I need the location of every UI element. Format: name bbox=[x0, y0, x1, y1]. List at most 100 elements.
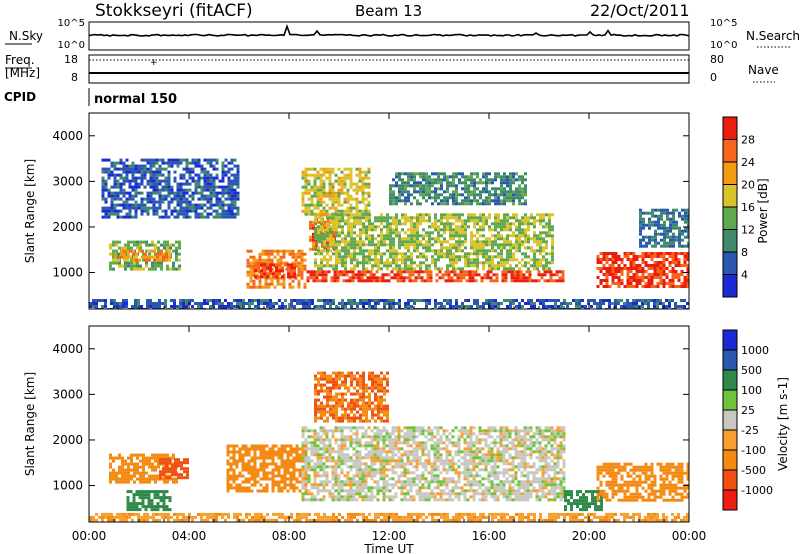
data-cell bbox=[150, 255, 153, 259]
data-cell bbox=[232, 456, 236, 460]
data-cell bbox=[131, 305, 134, 308]
data-cell bbox=[250, 456, 254, 460]
data-cell bbox=[203, 188, 207, 192]
data-cell bbox=[101, 170, 105, 174]
data-cell bbox=[428, 216, 431, 220]
data-cell bbox=[325, 435, 329, 439]
data-cell bbox=[548, 225, 551, 229]
data-cell bbox=[422, 216, 425, 220]
data-cell bbox=[650, 252, 654, 255]
data-cell bbox=[316, 444, 320, 448]
data-cell bbox=[539, 216, 542, 220]
data-cell bbox=[329, 299, 332, 302]
data-cell bbox=[380, 255, 383, 259]
data-cell bbox=[163, 240, 166, 244]
data-cell bbox=[277, 471, 281, 475]
data-cell bbox=[375, 279, 379, 283]
data-cell bbox=[356, 258, 359, 262]
data-cell bbox=[395, 219, 398, 223]
data-cell bbox=[416, 181, 419, 185]
data-cell bbox=[113, 203, 117, 207]
data-cell bbox=[467, 225, 470, 229]
data-cell bbox=[145, 264, 148, 268]
data-cell bbox=[290, 269, 293, 273]
data-cell bbox=[437, 193, 440, 197]
data-cell bbox=[349, 173, 353, 177]
data-cell bbox=[452, 243, 455, 247]
data-cell bbox=[404, 302, 407, 305]
data-cell bbox=[331, 456, 335, 460]
data-cell bbox=[456, 279, 460, 283]
data-cell bbox=[238, 471, 242, 475]
data-cell bbox=[300, 270, 304, 274]
data-cell bbox=[242, 305, 245, 308]
data-cell bbox=[401, 267, 404, 271]
data-cell bbox=[470, 181, 473, 185]
data-cell bbox=[303, 264, 307, 268]
data-cell bbox=[539, 237, 542, 241]
data-cell bbox=[355, 188, 359, 192]
data-cell bbox=[310, 447, 314, 451]
data-cell bbox=[109, 471, 112, 475]
data-cell bbox=[411, 279, 415, 283]
data-cell bbox=[334, 200, 338, 204]
data-cell bbox=[143, 209, 147, 213]
data-cell bbox=[654, 223, 657, 227]
data-cell bbox=[107, 206, 111, 210]
data-cell bbox=[480, 276, 484, 280]
data-cell bbox=[492, 279, 496, 283]
data-cell bbox=[307, 468, 311, 472]
data-cell bbox=[461, 199, 464, 203]
data-cell bbox=[476, 202, 479, 206]
data-cell bbox=[120, 249, 123, 253]
data-cell bbox=[449, 246, 452, 250]
data-cell bbox=[154, 468, 157, 472]
data-cell bbox=[602, 252, 606, 255]
data-cell bbox=[125, 164, 129, 168]
data-cell bbox=[641, 273, 645, 276]
data-cell bbox=[149, 161, 153, 165]
data-cell bbox=[638, 255, 642, 258]
data-cell bbox=[343, 179, 347, 183]
data-cell bbox=[515, 213, 518, 217]
data-cell bbox=[182, 200, 186, 204]
data-cell bbox=[146, 170, 150, 174]
data-cell bbox=[611, 264, 615, 267]
data-cell bbox=[226, 480, 230, 484]
data-cell bbox=[161, 215, 165, 219]
data-cell bbox=[215, 158, 219, 162]
data-cell bbox=[513, 273, 517, 277]
data-cell bbox=[328, 194, 332, 198]
data-cell bbox=[121, 468, 124, 472]
data-cell bbox=[524, 172, 527, 176]
data-cell bbox=[118, 456, 121, 460]
data-cell bbox=[476, 258, 479, 262]
data-cell bbox=[191, 191, 195, 195]
data-cell bbox=[238, 486, 242, 490]
data-cell bbox=[464, 187, 467, 191]
data-cell bbox=[333, 273, 337, 277]
data-cell bbox=[614, 299, 617, 302]
data-cell bbox=[151, 456, 154, 460]
data-cell bbox=[257, 275, 260, 279]
data-cell bbox=[312, 241, 315, 245]
data-cell bbox=[319, 483, 323, 487]
data-cell bbox=[461, 172, 464, 176]
data-cell bbox=[286, 468, 290, 472]
data-cell bbox=[392, 178, 395, 182]
data-cell bbox=[575, 302, 578, 305]
data-cell bbox=[232, 486, 236, 490]
data-cell bbox=[221, 200, 225, 204]
data-cell bbox=[112, 258, 115, 262]
data-cell bbox=[294, 255, 298, 259]
data-cell bbox=[410, 178, 413, 182]
data-cell bbox=[152, 176, 156, 180]
data-cell bbox=[114, 255, 117, 259]
data-cell bbox=[446, 264, 449, 268]
data-cell bbox=[150, 502, 154, 506]
data-cell bbox=[530, 216, 533, 220]
data-cell bbox=[145, 456, 148, 460]
data-cell bbox=[282, 252, 286, 256]
data-cell bbox=[521, 193, 524, 197]
data-cell bbox=[464, 237, 467, 241]
